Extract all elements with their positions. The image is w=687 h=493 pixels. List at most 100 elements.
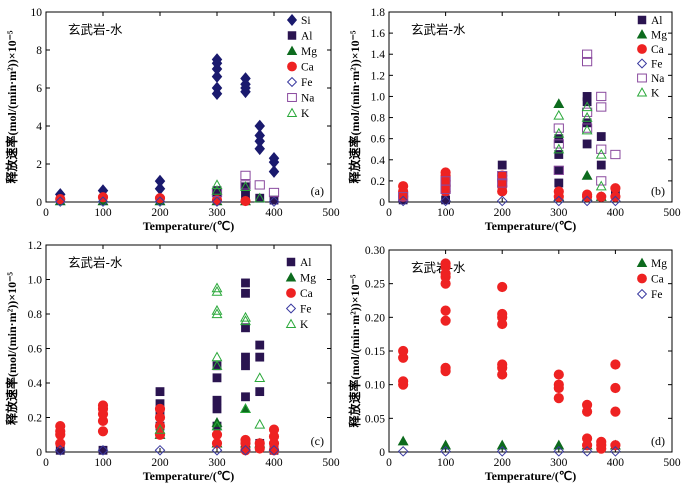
panel-title: 玄武岩-水 — [68, 22, 123, 37]
legend-label-ca: Ca — [300, 288, 313, 300]
data-point-mg — [581, 169, 593, 180]
data-point-al — [241, 352, 250, 362]
legend-marker-k — [636, 87, 648, 97]
data-point-ca — [497, 308, 508, 320]
legend-marker-na — [637, 73, 647, 83]
series-fe — [54, 444, 280, 456]
x-tick-label: 400 — [265, 457, 283, 469]
chart-panel-1: 0 100 200 300 400 500 0 2 4 6 8 10 Temperature/(℃) 释放… — [4, 7, 340, 233]
legend-marker-fe — [636, 58, 648, 69]
chart-panel-4: 0 100 200 300 400 500 0 0.05 0.10 0.15 0.20 0.25 0.3… — [347, 245, 681, 483]
legend-marker-k — [286, 107, 298, 118]
data-point-si — [154, 174, 166, 188]
data-point-fe — [54, 444, 66, 456]
data-point-ca — [211, 429, 223, 440]
series-al — [398, 92, 620, 205]
series-si — [54, 53, 280, 201]
data-point-fe — [54, 196, 66, 207]
y-tick-label: 1.2 — [371, 70, 386, 82]
data-point-na — [596, 144, 607, 154]
data-point-fe — [610, 195, 621, 207]
data-point-na — [610, 149, 621, 160]
data-point-ca — [610, 359, 621, 370]
data-point-k — [254, 372, 266, 383]
x-tick-label: 300 — [208, 457, 226, 469]
data-point-k — [595, 148, 607, 159]
data-point-ca — [398, 181, 409, 192]
y-axis-label: 释放速率(mol/(min·m²))×10⁻⁵ — [347, 274, 362, 427]
legend-marker-fe — [285, 303, 297, 314]
series-fe — [54, 196, 280, 207]
data-point-ca — [440, 258, 451, 269]
legend-label-ca: Ca — [651, 274, 664, 286]
data-point-na — [440, 176, 451, 186]
series-ca — [55, 400, 280, 456]
y-tick-label: 1.0 — [371, 91, 386, 103]
x-tick-label: 400 — [265, 207, 283, 219]
y-tick-label: 8 — [36, 45, 42, 57]
data-point-fe — [240, 444, 251, 456]
data-point-fe — [268, 196, 280, 207]
data-point-ca — [553, 379, 564, 390]
x-tick-label: 200 — [494, 457, 512, 469]
data-point-al — [255, 387, 265, 397]
data-point-mg — [440, 439, 452, 450]
y-tick-label: 1.8 — [371, 7, 386, 19]
data-point-si — [240, 72, 251, 85]
x-tick-label: 500 — [322, 457, 340, 469]
y-tick-label: 1.4 — [371, 49, 386, 61]
x-tick-label: 0 — [386, 457, 392, 469]
data-point-al — [255, 340, 265, 350]
legend-marker-fe — [636, 288, 648, 300]
data-point-na — [553, 139, 564, 149]
legend-label-k: K — [651, 88, 660, 100]
data-point-al — [554, 134, 564, 144]
series-k — [211, 179, 266, 203]
data-point-ca — [97, 426, 109, 437]
y-tick-label: 0.6 — [371, 134, 386, 146]
data-point-k — [254, 418, 266, 429]
data-point-k — [553, 127, 565, 138]
data-point-k — [211, 285, 223, 296]
y-tick-label: 1.0 — [28, 275, 43, 287]
data-point-fe — [397, 446, 409, 457]
data-point-ca — [268, 424, 280, 435]
legend-marker-mg — [286, 45, 298, 56]
panel-title: 玄武岩-水 — [411, 22, 466, 37]
chart-panel-2: 0 100 200 300 400 500 0 0.2 0.4 0.6 0.8 1.0 1.2 1.4 1.… — [347, 7, 681, 233]
data-point-k — [240, 315, 251, 326]
data-point-k — [154, 423, 166, 434]
data-point-ca — [440, 315, 451, 326]
legend-label-al: Al — [300, 257, 312, 269]
legend-label-al: Al — [651, 15, 663, 27]
legend-marker-al — [287, 31, 297, 40]
y-axis-label: 释放速率(mol/(min·m²))×10⁻⁵ — [4, 272, 19, 425]
data-point-k — [553, 143, 565, 154]
y-tick-label: 0 — [379, 447, 385, 459]
y-tick-label: 0 — [379, 197, 385, 209]
y-tick-label: 1.2 — [28, 240, 43, 252]
data-point-fe — [268, 444, 280, 456]
data-point-na — [582, 123, 593, 133]
data-point-ca — [582, 399, 593, 410]
data-point-na — [596, 91, 607, 102]
data-point-ca — [154, 412, 166, 423]
series-k — [154, 282, 266, 434]
data-point-na — [596, 102, 607, 112]
legend-label-mg: Mg — [301, 46, 317, 58]
data-point-k — [211, 308, 223, 319]
data-point-na — [240, 170, 251, 181]
data-point-fe — [610, 446, 621, 457]
data-point-k — [211, 360, 223, 370]
data-point-al — [582, 118, 592, 128]
legend-marker-ca — [287, 61, 297, 72]
data-point-k — [211, 282, 223, 293]
legend-label-mg: Mg — [651, 30, 667, 42]
y-tick-label: 1.6 — [371, 28, 386, 40]
legend-label-al: Al — [301, 31, 313, 43]
x-tick-label: 300 — [550, 207, 568, 219]
data-point-al — [241, 278, 250, 288]
x-tick-label: 300 — [208, 207, 226, 219]
data-point-al — [582, 139, 592, 149]
data-point-k — [211, 304, 223, 315]
